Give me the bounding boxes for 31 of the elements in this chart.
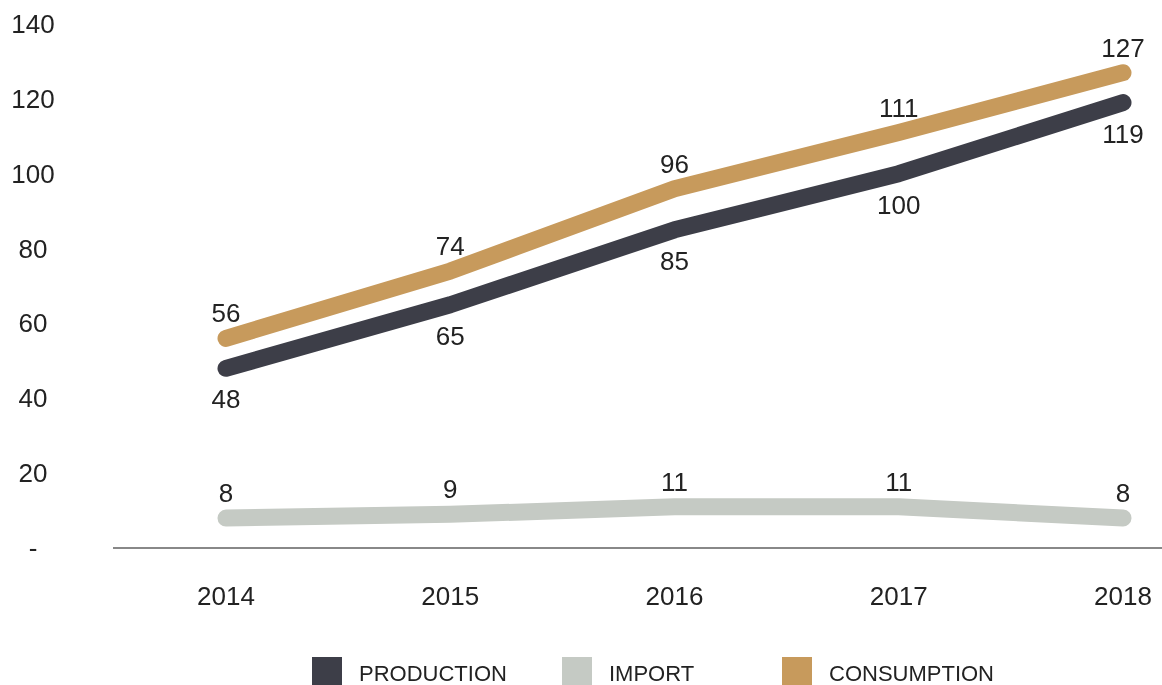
data-label: 85: [660, 245, 689, 276]
legend-label: IMPORT: [609, 661, 695, 685]
y-tick-label: 40: [18, 383, 48, 414]
y-tick-label: -: [28, 533, 38, 563]
x-tick-label: 2014: [197, 581, 255, 611]
data-label: 65: [435, 320, 465, 351]
data-label: 74: [435, 231, 465, 262]
data-label: 100: [877, 189, 921, 220]
x-tick-label: 2018: [1094, 581, 1152, 611]
data-label: 8: [1115, 478, 1131, 509]
y-tick-label: 80: [18, 233, 48, 264]
y-tick-label: 140: [11, 9, 55, 39]
data-label: 127: [1101, 32, 1145, 63]
legend-label: CONSUMPTION: [829, 661, 994, 685]
x-tick-label: 2017: [869, 581, 928, 611]
y-tick-label: 60: [18, 308, 48, 339]
data-label: 111: [878, 92, 919, 123]
data-label: 9: [443, 474, 458, 505]
y-tick-label: 100: [11, 158, 55, 189]
x-tick-label: 2015: [421, 581, 480, 611]
data-label: 96: [660, 148, 689, 179]
data-label: 11: [661, 466, 688, 497]
data-label: 48: [211, 384, 241, 415]
legend-label: PRODUCTION: [359, 661, 507, 685]
y-tick-label: 120: [11, 83, 55, 114]
data-label: 119: [1102, 118, 1144, 149]
x-tick-label: 2016: [645, 581, 704, 611]
data-label: 8: [218, 478, 234, 509]
data-label: 11: [885, 466, 913, 497]
data-label: 56: [211, 298, 241, 329]
y-tick-label: 20: [18, 458, 48, 489]
